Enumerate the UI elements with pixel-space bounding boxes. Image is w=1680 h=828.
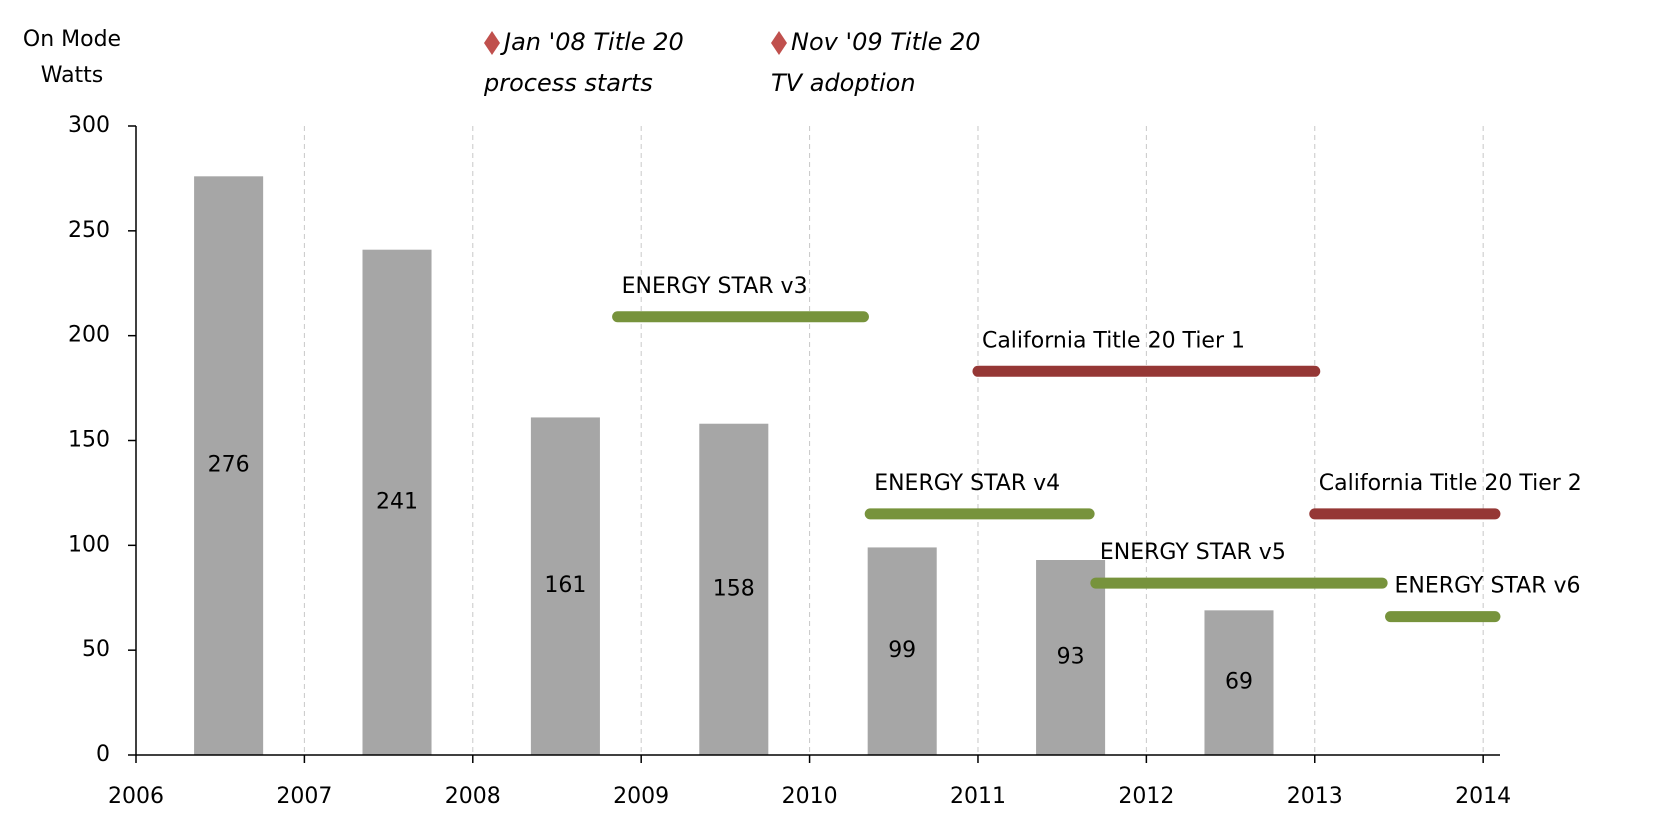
bar [867, 547, 937, 755]
annotation: process starts [483, 69, 653, 97]
y-axis-label: Watts [41, 63, 104, 88]
data-label: 276 [208, 453, 250, 478]
y-tick-label: 100 [68, 532, 110, 557]
data-label: 158 [713, 576, 755, 601]
range-label: ENERGY STAR v5 [1100, 540, 1286, 565]
bar [530, 417, 600, 755]
data-label: 93 [1057, 645, 1085, 670]
data-label: 241 [376, 489, 418, 514]
range-label: ENERGY STAR v4 [874, 471, 1060, 496]
range-label: California Title 20 Tier 2 [1319, 471, 1582, 496]
y-tick-label: 0 [96, 742, 110, 767]
bar [194, 176, 264, 755]
annotation: TV adoption [771, 69, 916, 97]
range-label: California Title 20 Tier 1 [982, 328, 1245, 353]
annotation-marker [484, 31, 500, 55]
x-tick-label: 2011 [950, 784, 1006, 809]
data-label: 99 [888, 638, 916, 663]
annotation-marker [771, 31, 787, 55]
x-tick-label: 2014 [1455, 784, 1511, 809]
bar [1036, 560, 1106, 755]
y-tick-label: 250 [68, 218, 110, 243]
x-tick-label: 2012 [1118, 784, 1174, 809]
annotation: Nov '09 Title 20 [791, 28, 981, 56]
y-axis-label: On Mode [23, 27, 121, 52]
y-tick-label: 150 [68, 428, 110, 453]
bar [362, 249, 432, 755]
range-label: ENERGY STAR v3 [622, 274, 808, 299]
x-tick-label: 2010 [782, 784, 838, 809]
x-tick-label: 2007 [276, 784, 332, 809]
y-tick-label: 200 [68, 323, 110, 348]
data-label: 69 [1225, 670, 1253, 695]
y-tick-label: 300 [68, 113, 110, 138]
y-tick-label: 50 [82, 637, 110, 662]
range-label: ENERGY STAR v6 [1395, 574, 1581, 599]
bar [699, 423, 769, 755]
x-tick-label: 2006 [108, 784, 164, 809]
data-label: 161 [544, 573, 586, 598]
bar [1204, 610, 1274, 755]
x-tick-label: 2013 [1287, 784, 1343, 809]
x-tick-label: 2008 [445, 784, 501, 809]
x-tick-label: 2009 [613, 784, 669, 809]
annotation: Jan '08 Title 20 [500, 28, 684, 56]
